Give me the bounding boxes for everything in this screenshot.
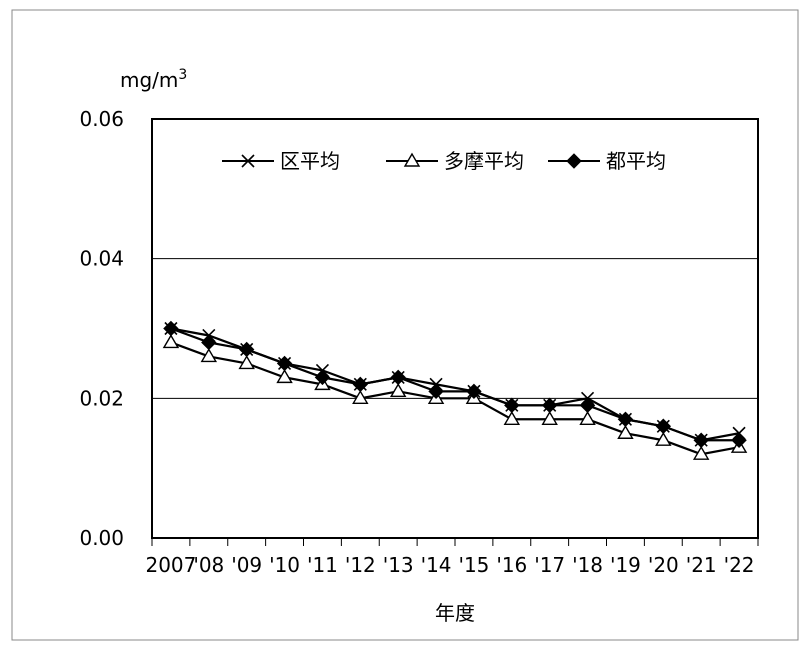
x-tick-label: '19	[610, 553, 641, 577]
series-2-point	[276, 368, 293, 384]
series-3-point	[238, 341, 255, 358]
series-2-point	[617, 424, 634, 439]
y-axis: 0.00 0.02 0.04 0.06	[79, 107, 124, 550]
series-2-point	[238, 355, 255, 370]
x-tick-label: '11	[307, 553, 338, 577]
legend-marker	[566, 153, 582, 169]
y-tick-label: 0.06	[79, 107, 124, 131]
x-tick-label: '22	[724, 553, 755, 577]
series-3-point	[617, 411, 634, 427]
x-tick-label: '12	[345, 553, 376, 577]
series-3-point	[352, 376, 369, 393]
x-tick-label: '08	[193, 553, 224, 577]
series-3-point	[276, 355, 293, 372]
series-3-point	[390, 369, 406, 386]
series-2-point	[352, 389, 369, 405]
series-3-point	[314, 369, 331, 386]
y-unit-label: mg/m3	[120, 67, 187, 92]
series-line-3	[170, 327, 740, 442]
x-tick-label: 2007	[145, 553, 196, 577]
legend-marker	[403, 152, 421, 167]
x-tick-label: '10	[269, 553, 300, 577]
series-2-point	[503, 410, 521, 425]
series-3-point	[201, 334, 217, 351]
series-3-point	[693, 432, 709, 448]
legend-label: 都平均	[606, 149, 666, 173]
series-3-point	[731, 432, 747, 448]
y-tick-label: 0.02	[79, 386, 124, 410]
series-line-2	[170, 341, 740, 456]
y-tick-label: 0.04	[79, 247, 124, 271]
x-tick-label: '16	[496, 553, 527, 577]
series-2-point	[579, 410, 596, 425]
series-2-point	[389, 382, 407, 398]
series-group	[162, 320, 748, 460]
series-2-point	[162, 334, 180, 349]
x-tick-label: '18	[572, 553, 603, 577]
series-3-point	[541, 397, 558, 414]
legend-label: 多摩平均	[444, 149, 524, 173]
outer-border	[11, 9, 799, 641]
x-axis-label: 年度	[435, 601, 475, 625]
legend-marker	[241, 154, 255, 168]
series-3-point	[504, 397, 520, 414]
series-3-point	[466, 383, 482, 400]
x-axis: 2007'08 '09 '10 '11 '12 '13 '14'15 '16 '17 '18 '19…	[145, 538, 759, 577]
legend-label: 区平均	[280, 149, 340, 173]
x-tick-label: '17	[534, 553, 565, 577]
x-tick-label: '20	[648, 553, 679, 577]
series-2-point	[200, 348, 218, 363]
series-3-point	[163, 320, 179, 337]
series-2-point	[541, 410, 558, 425]
x-tick-label: '09	[231, 553, 262, 577]
series-2-point	[692, 445, 710, 460]
series-3-point	[428, 383, 444, 400]
x-tick-label: '15	[458, 553, 489, 577]
legend: 区平均 多摩平均 都平均	[222, 149, 666, 173]
x-tick-label: '21	[686, 553, 717, 577]
series-3-point	[655, 418, 672, 434]
x-tick-label: '14	[421, 553, 452, 577]
x-tick-label: '13	[383, 553, 414, 577]
series-3-point	[579, 397, 596, 414]
series-2-point	[655, 431, 672, 446]
y-tick-label: 0.00	[79, 526, 124, 550]
